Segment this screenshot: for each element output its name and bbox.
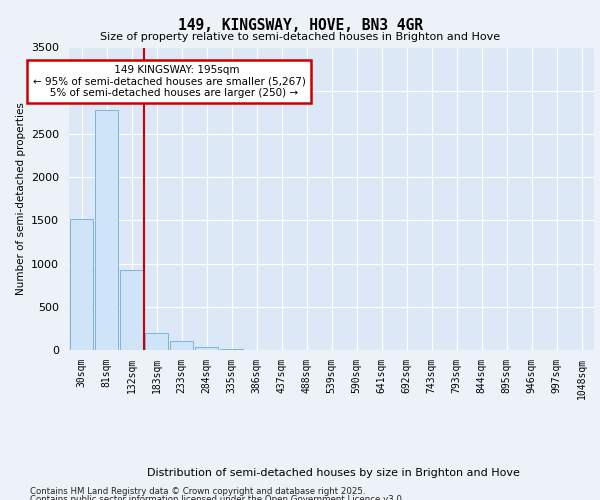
Text: 149, KINGSWAY, HOVE, BN3 4GR: 149, KINGSWAY, HOVE, BN3 4GR — [178, 18, 422, 32]
Y-axis label: Number of semi-detached properties: Number of semi-detached properties — [16, 102, 26, 295]
Bar — [220, 348, 243, 350]
Text: Contains HM Land Registry data © Crown copyright and database right 2025.: Contains HM Land Registry data © Crown c… — [30, 488, 365, 496]
Bar — [120, 270, 143, 350]
Bar — [195, 348, 218, 350]
Text: Size of property relative to semi-detached houses in Brighton and Hove: Size of property relative to semi-detach… — [100, 32, 500, 42]
Bar — [145, 332, 168, 350]
Bar — [70, 218, 93, 350]
Text: 149 KINGSWAY: 195sqm
← 95% of semi-detached houses are smaller (5,267)
   5% of : 149 KINGSWAY: 195sqm ← 95% of semi-detac… — [32, 65, 305, 98]
Bar — [95, 110, 118, 350]
Text: Contains public sector information licensed under the Open Government Licence v3: Contains public sector information licen… — [30, 495, 404, 500]
Bar — [170, 342, 193, 350]
Text: Distribution of semi-detached houses by size in Brighton and Hove: Distribution of semi-detached houses by … — [146, 468, 520, 477]
